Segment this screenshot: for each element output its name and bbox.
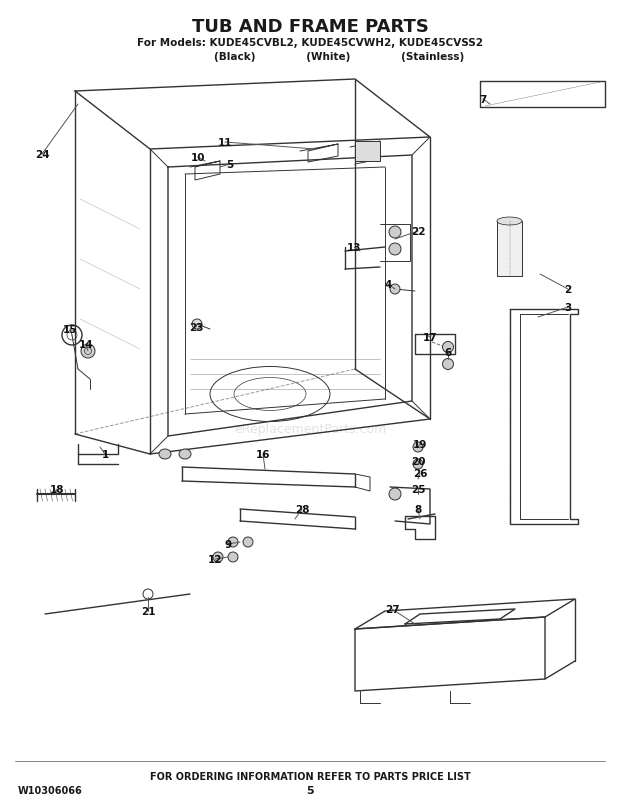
- Ellipse shape: [179, 449, 191, 460]
- Text: 6: 6: [445, 347, 451, 358]
- Text: 10: 10: [191, 153, 205, 163]
- Ellipse shape: [443, 359, 453, 370]
- Text: 20: 20: [410, 456, 425, 467]
- Ellipse shape: [389, 227, 401, 239]
- Text: 27: 27: [384, 604, 399, 614]
- Text: 26: 26: [413, 468, 427, 479]
- Ellipse shape: [228, 537, 238, 547]
- Text: 12: 12: [208, 554, 222, 565]
- Text: 16: 16: [255, 449, 270, 460]
- Text: 19: 19: [413, 439, 427, 449]
- Text: 18: 18: [50, 484, 64, 494]
- Ellipse shape: [389, 244, 401, 256]
- Text: 14: 14: [79, 339, 94, 350]
- Text: For Models: KUDE45CVBL2, KUDE45CVWH2, KUDE45CVSS2: For Models: KUDE45CVBL2, KUDE45CVWH2, KU…: [137, 38, 483, 48]
- Ellipse shape: [413, 443, 423, 452]
- Text: 1: 1: [102, 449, 108, 460]
- Text: 7: 7: [479, 95, 487, 105]
- Text: 5: 5: [226, 160, 234, 170]
- Text: 23: 23: [188, 322, 203, 333]
- Text: 4: 4: [384, 280, 392, 290]
- Ellipse shape: [243, 537, 253, 547]
- Text: 13: 13: [347, 243, 361, 253]
- Text: 21: 21: [141, 606, 155, 616]
- Text: 3: 3: [564, 302, 572, 313]
- Text: 17: 17: [423, 333, 437, 342]
- Ellipse shape: [389, 488, 401, 500]
- Text: 9: 9: [224, 539, 231, 549]
- Text: 2: 2: [564, 285, 572, 294]
- Ellipse shape: [228, 553, 238, 562]
- Ellipse shape: [159, 449, 171, 460]
- Bar: [355, 142, 380, 162]
- Text: 8: 8: [414, 504, 422, 514]
- Text: 15: 15: [63, 325, 78, 334]
- Ellipse shape: [413, 460, 423, 469]
- Text: FOR ORDERING INFORMATION REFER TO PARTS PRICE LIST: FOR ORDERING INFORMATION REFER TO PARTS …: [149, 771, 471, 781]
- Ellipse shape: [390, 285, 400, 294]
- Ellipse shape: [213, 553, 223, 562]
- Text: 24: 24: [35, 150, 50, 160]
- Ellipse shape: [443, 342, 453, 353]
- Ellipse shape: [81, 345, 95, 358]
- Text: 5: 5: [306, 785, 314, 795]
- Text: TUB AND FRAME PARTS: TUB AND FRAME PARTS: [192, 18, 428, 36]
- Text: 25: 25: [410, 484, 425, 494]
- Text: eReplacementParts.com: eReplacementParts.com: [234, 423, 386, 436]
- Text: 11: 11: [218, 138, 232, 148]
- Text: W10306066: W10306066: [18, 785, 82, 795]
- Text: (Black)              (White)              (Stainless): (Black) (White) (Stainless): [156, 52, 464, 62]
- Text: 28: 28: [294, 504, 309, 514]
- Ellipse shape: [192, 320, 202, 330]
- Bar: [497, 221, 522, 277]
- Ellipse shape: [497, 217, 522, 225]
- Text: 22: 22: [410, 227, 425, 237]
